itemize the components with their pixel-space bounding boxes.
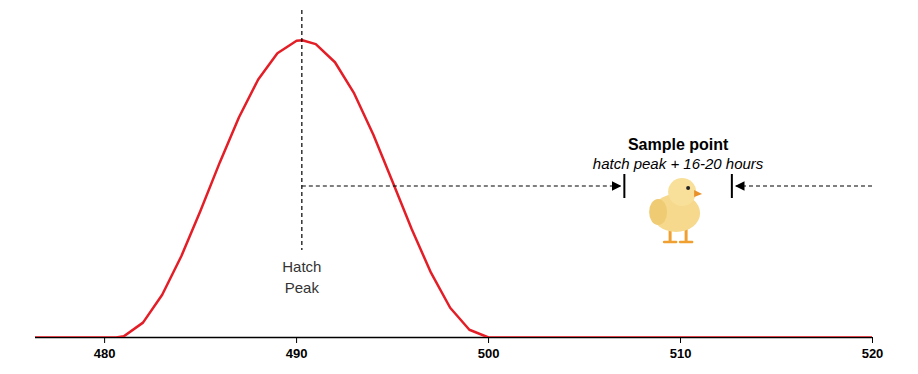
svg-text:hatch peak + 16-20 hours: hatch peak + 16-20 hours xyxy=(593,155,764,172)
svg-text:Hatch: Hatch xyxy=(282,258,321,275)
svg-text:500: 500 xyxy=(478,346,500,361)
svg-text:520: 520 xyxy=(862,346,884,361)
svg-text:Peak: Peak xyxy=(285,279,320,296)
svg-text:510: 510 xyxy=(670,346,692,361)
svg-text:490: 490 xyxy=(286,346,308,361)
svg-text:480: 480 xyxy=(94,346,116,361)
svg-text:Sample point: Sample point xyxy=(628,136,729,153)
